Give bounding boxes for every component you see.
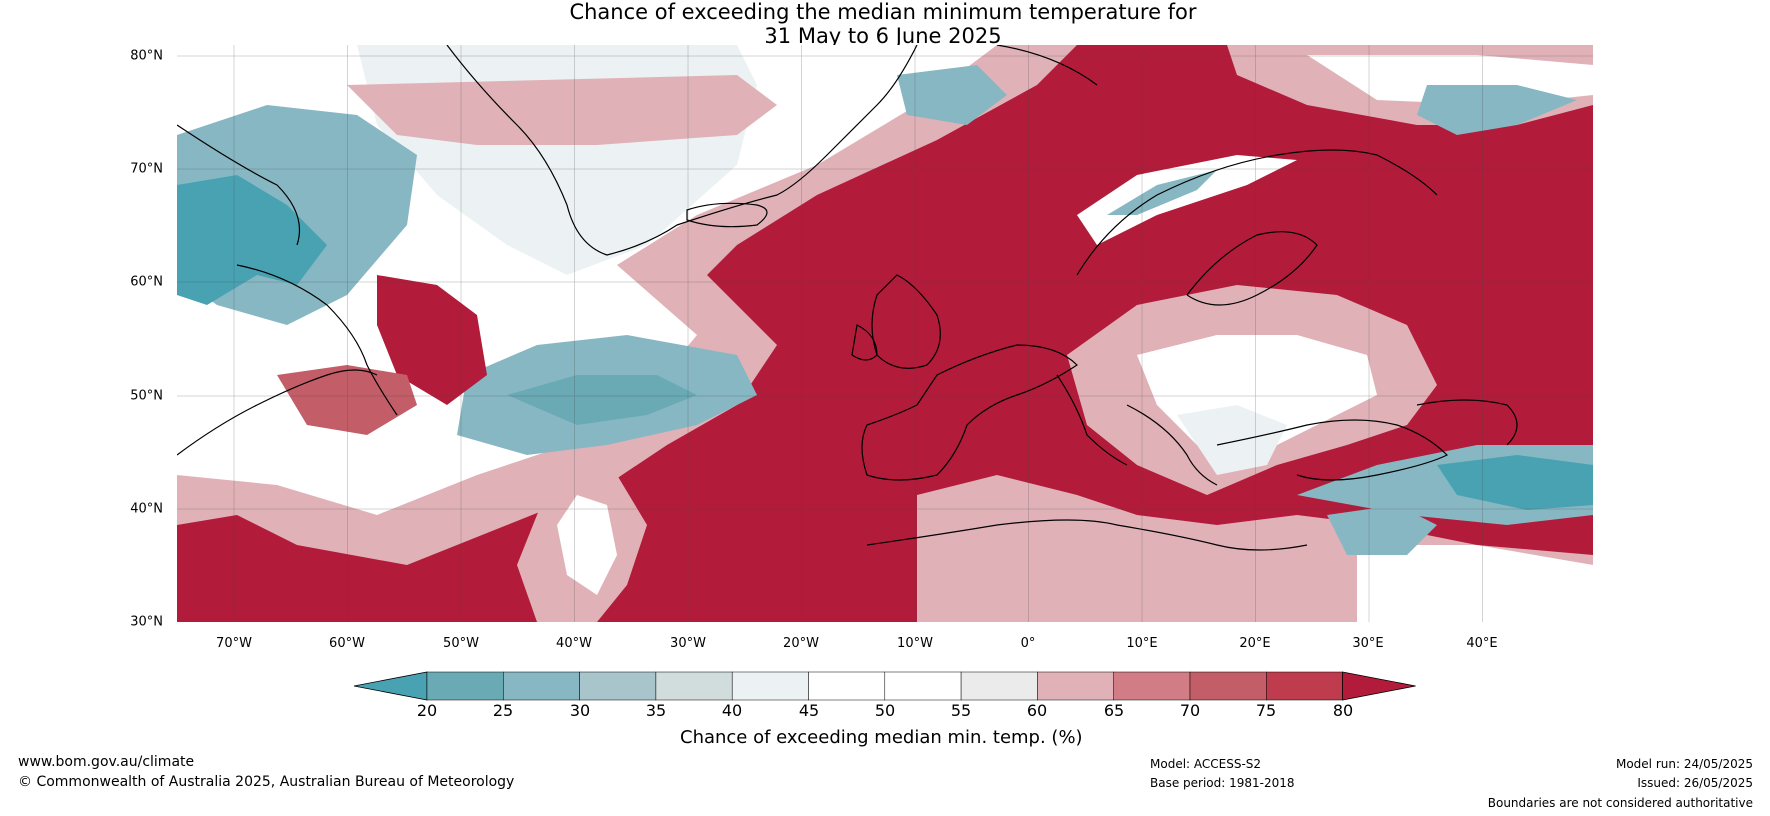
colorbar-tick-30: 30 bbox=[569, 701, 591, 720]
region-labrador-sea-red bbox=[377, 275, 487, 405]
lon-label-50w: 50°W bbox=[443, 636, 479, 651]
lon-label-60w: 60°W bbox=[329, 636, 365, 651]
region-norway-neutral bbox=[1077, 155, 1297, 245]
colorbar-segment bbox=[960, 671, 1038, 701]
colorbar bbox=[353, 671, 1416, 701]
footer-copyright: © Commonwealth of Australia 2025, Austra… bbox=[18, 774, 515, 790]
colorbar-tick-65: 65 bbox=[1103, 701, 1125, 720]
colorbar-segment bbox=[884, 671, 962, 701]
lat-label-60n: 60°N bbox=[130, 274, 163, 290]
footer-disclaimer: Boundaries are not considered authoritat… bbox=[1487, 796, 1753, 810]
region-balkan-light bbox=[1177, 405, 1287, 475]
lon-label-0: 0° bbox=[1020, 636, 1036, 651]
colorbar-tick-60: 60 bbox=[1026, 701, 1048, 720]
region-greenland-pink bbox=[347, 75, 777, 145]
colorbar-segment bbox=[1037, 671, 1114, 701]
colorbar-segment bbox=[731, 671, 809, 701]
footer-model: Model: ACCESS-S2 bbox=[1150, 757, 1262, 771]
lon-label-10e: 10°E bbox=[1126, 636, 1158, 651]
lon-label-10w: 10°W bbox=[897, 636, 933, 651]
colorbar-tick-55: 55 bbox=[950, 701, 972, 720]
colorbar-tick-20: 20 bbox=[416, 701, 438, 720]
footer-issued: Issued: 26/05/2025 bbox=[1637, 776, 1753, 790]
lat-label-80n: 80°N bbox=[130, 48, 163, 64]
lon-label-40w: 40°W bbox=[556, 636, 592, 651]
colorbar-segment bbox=[579, 671, 657, 701]
lat-label-70n: 70°N bbox=[130, 161, 163, 177]
region-labrador-darkblue bbox=[177, 175, 327, 305]
lon-label-40e: 40°E bbox=[1466, 636, 1498, 651]
colorbar-tick-50: 50 bbox=[874, 701, 896, 720]
graticule bbox=[177, 45, 1593, 622]
region-africa-blue bbox=[1327, 505, 1437, 555]
lon-label-20w: 20°W bbox=[783, 636, 819, 651]
colorbar-tick-40: 40 bbox=[721, 701, 743, 720]
footer-website: www.bom.gov.au/climate bbox=[18, 754, 195, 770]
title-line-1: Chance of exceeding the median minimum t… bbox=[569, 0, 1197, 24]
colorbar-segment bbox=[808, 671, 886, 701]
colorbar-tick-25: 25 bbox=[492, 701, 514, 720]
lat-label-30n: 30°N bbox=[130, 614, 163, 630]
colorbar-tick-70: 70 bbox=[1179, 701, 1201, 720]
colorbar-segment bbox=[503, 671, 580, 701]
colorbar-segment bbox=[1189, 671, 1267, 701]
region-arctic-blue bbox=[897, 65, 1007, 125]
map-title: Chance of exceeding the median minimum t… bbox=[178, 0, 1588, 48]
forecast-map bbox=[177, 45, 1593, 622]
lon-label-30w: 30°W bbox=[670, 636, 706, 651]
lat-label-50n: 50°N bbox=[130, 388, 163, 404]
lon-label-20e: 20°E bbox=[1239, 636, 1271, 651]
colorbar-tick-35: 35 bbox=[645, 701, 667, 720]
coastlines bbox=[177, 45, 1518, 551]
colorbar-segment bbox=[655, 671, 733, 701]
colorbar-tick-80: 80 bbox=[1332, 701, 1354, 720]
colorbar-label-text: Chance of exceeding median min. temp. (%… bbox=[680, 727, 1083, 748]
region-barents-blue bbox=[1417, 85, 1577, 135]
colorbar-tick-75: 75 bbox=[1255, 701, 1277, 720]
colorbar-segment bbox=[426, 671, 504, 701]
footer-base-period: Base period: 1981-2018 bbox=[1150, 776, 1295, 790]
region-newfoundland-red bbox=[277, 365, 417, 435]
region-mideast-darkblue bbox=[1437, 455, 1593, 510]
title-line-2: 31 May to 6 June 2025 bbox=[764, 24, 1002, 48]
lon-label-30e: 30°E bbox=[1352, 636, 1384, 651]
colorbar-tick-45: 45 bbox=[798, 701, 820, 720]
region-atlantic-tongue-inner bbox=[557, 495, 617, 595]
lat-label-40n: 40°N bbox=[130, 501, 163, 517]
footer-model-run: Model run: 24/05/2025 bbox=[1615, 757, 1753, 771]
colorbar-segment bbox=[1113, 671, 1191, 701]
colorbar-segment bbox=[1266, 671, 1343, 701]
lon-label-70w: 70°W bbox=[216, 636, 252, 651]
colorbar-extend-high bbox=[1342, 671, 1416, 701]
region-north-africa-neutral bbox=[1357, 545, 1593, 622]
colorbar-extend-low bbox=[353, 671, 428, 701]
region-atlantic-darkblue bbox=[507, 375, 697, 425]
